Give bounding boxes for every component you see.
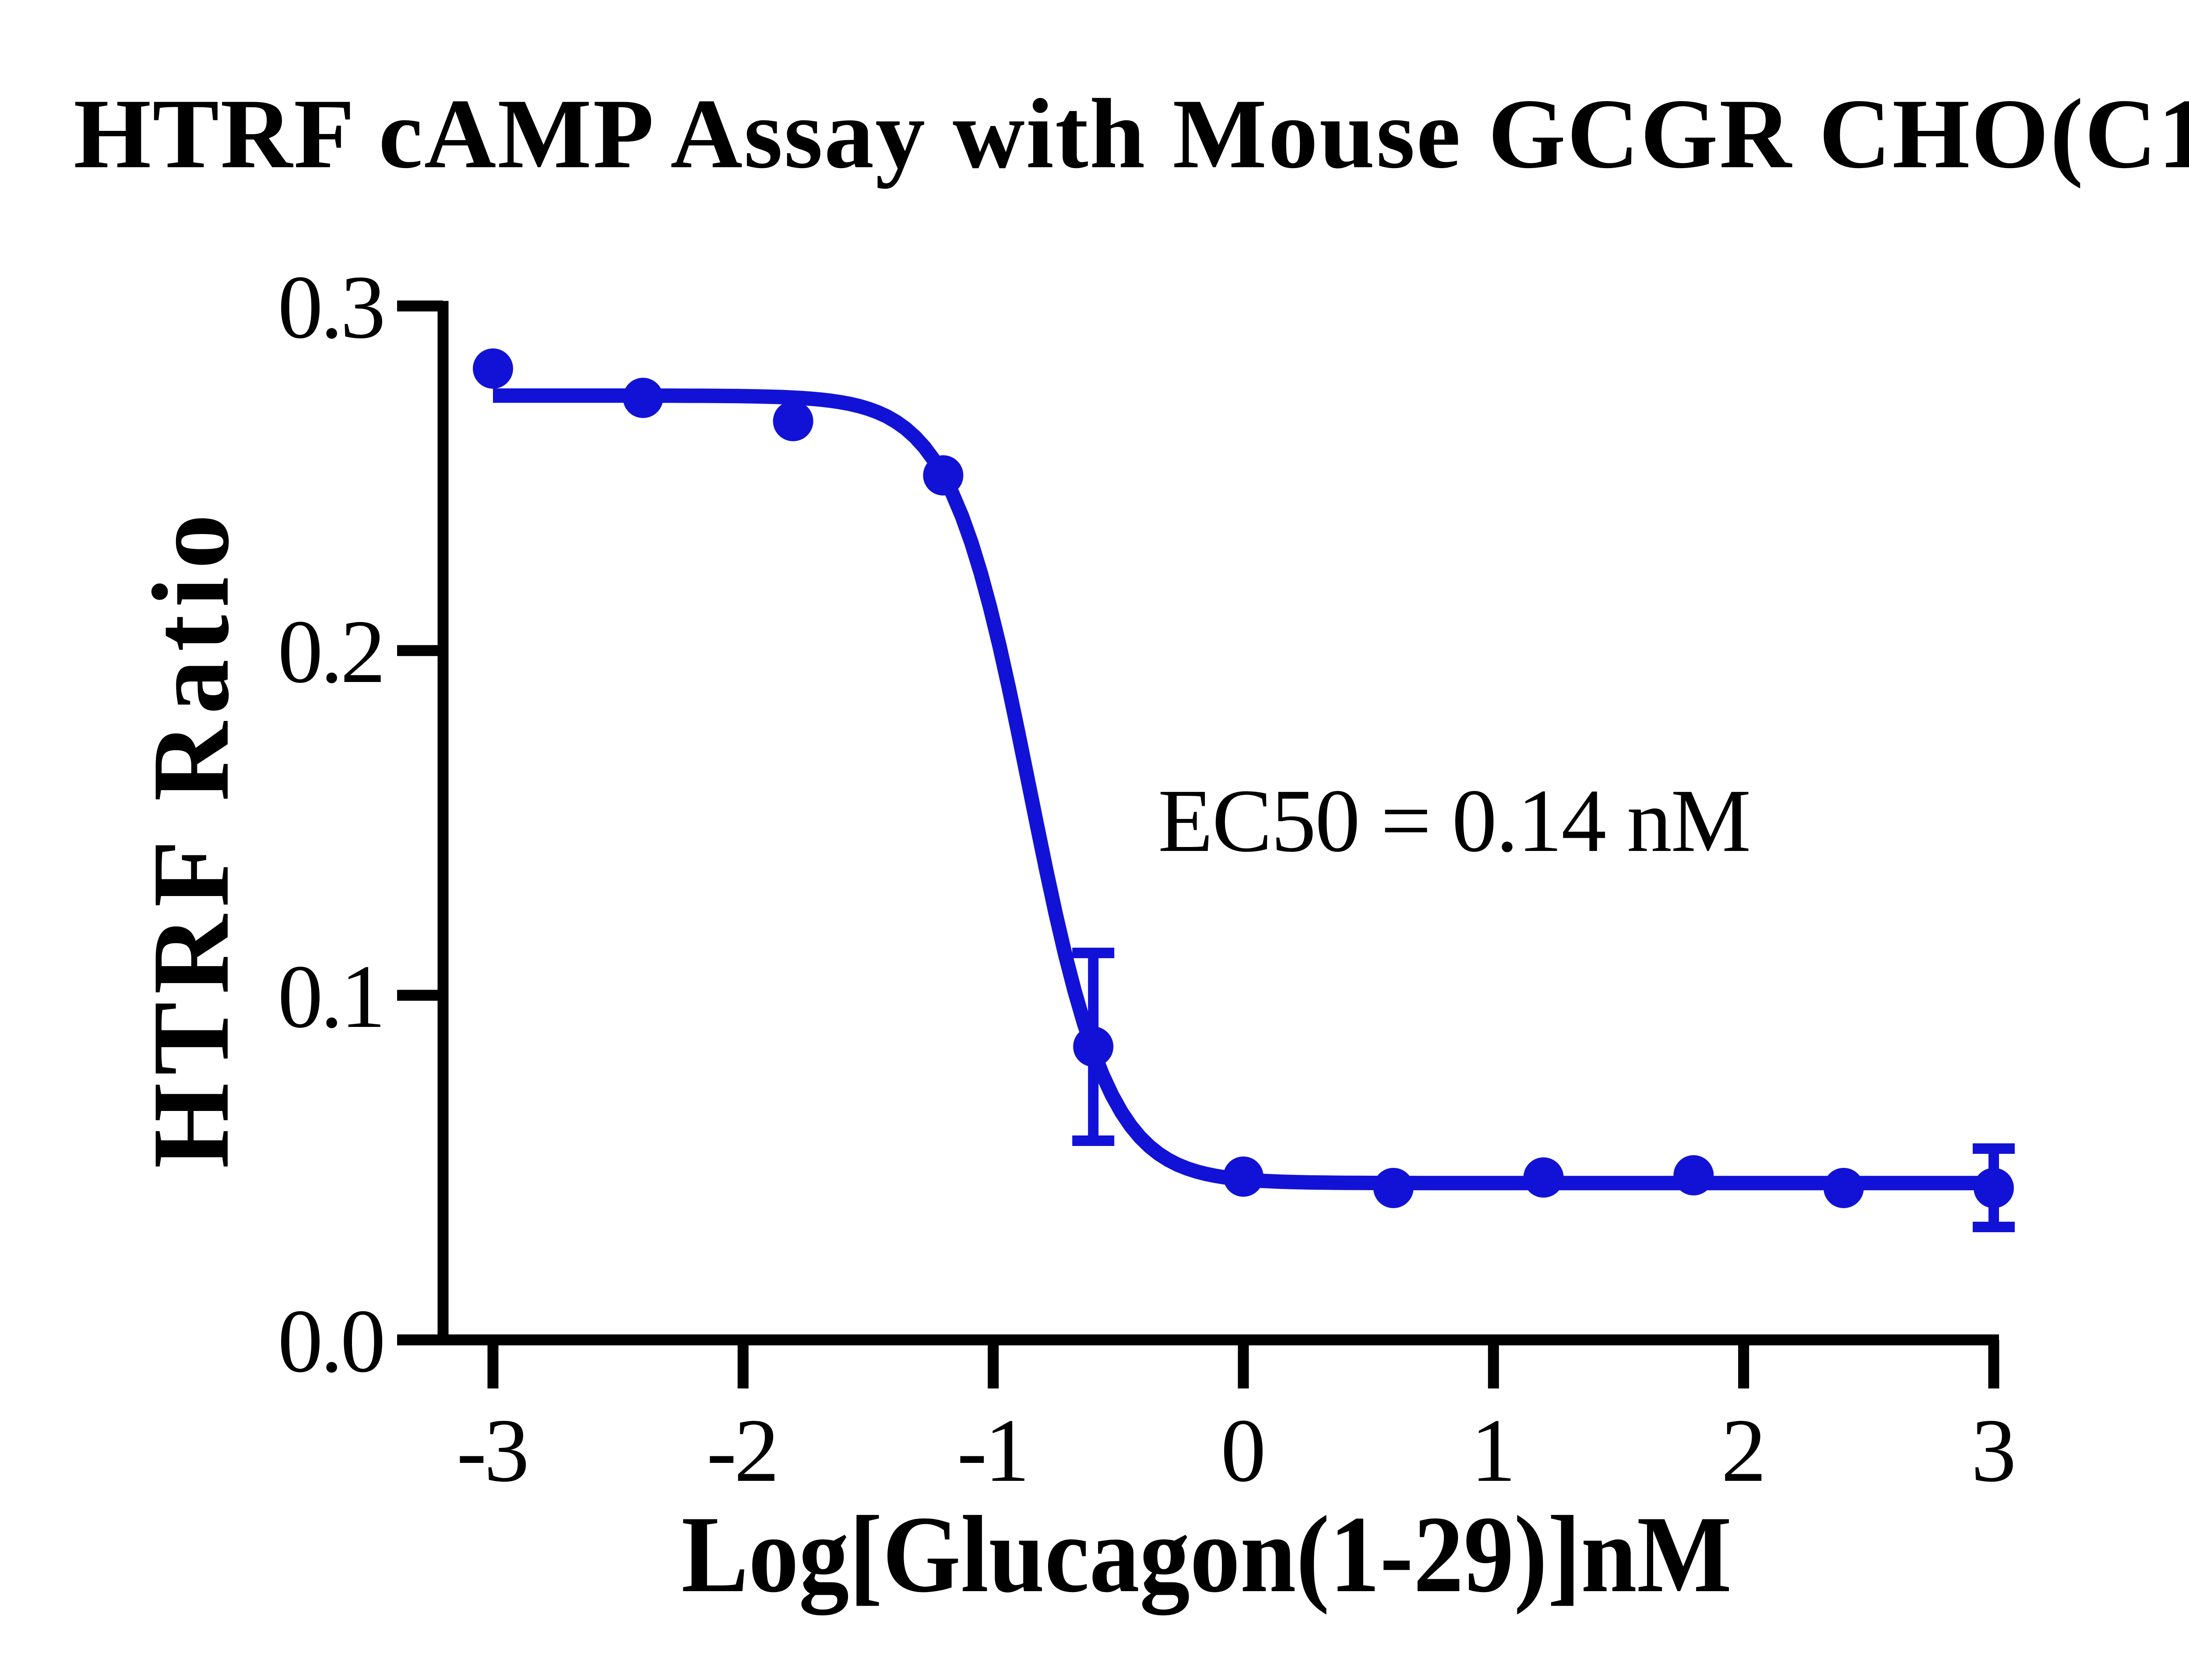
svg-text:-3: -3 xyxy=(457,1400,527,1501)
svg-text:EC50 = 0.14 nM: EC50 = 0.14 nM xyxy=(1158,770,1750,871)
svg-text:2: 2 xyxy=(1721,1400,1764,1501)
svg-text:0.0: 0.0 xyxy=(278,1291,383,1391)
svg-text:-2: -2 xyxy=(707,1400,777,1501)
svg-text:Log[Glucagon(1-29)]nM: Log[Glucagon(1-29)]nM xyxy=(681,1494,1731,1615)
svg-text:0.2: 0.2 xyxy=(278,601,383,702)
svg-text:0.1: 0.1 xyxy=(278,946,383,1047)
svg-text:-1: -1 xyxy=(957,1400,1027,1501)
svg-text:0.3: 0.3 xyxy=(278,257,383,357)
svg-text:3: 3 xyxy=(1971,1400,2014,1501)
svg-text:HTRF cAMP Assay with Mouse GCG: HTRF cAMP Assay with Mouse GCGR CHO(C10) xyxy=(74,66,2189,189)
svg-text:HTRF Ratio: HTRF Ratio xyxy=(130,506,252,1168)
svg-text:1: 1 xyxy=(1471,1400,1513,1501)
svg-text:0: 0 xyxy=(1221,1400,1263,1501)
